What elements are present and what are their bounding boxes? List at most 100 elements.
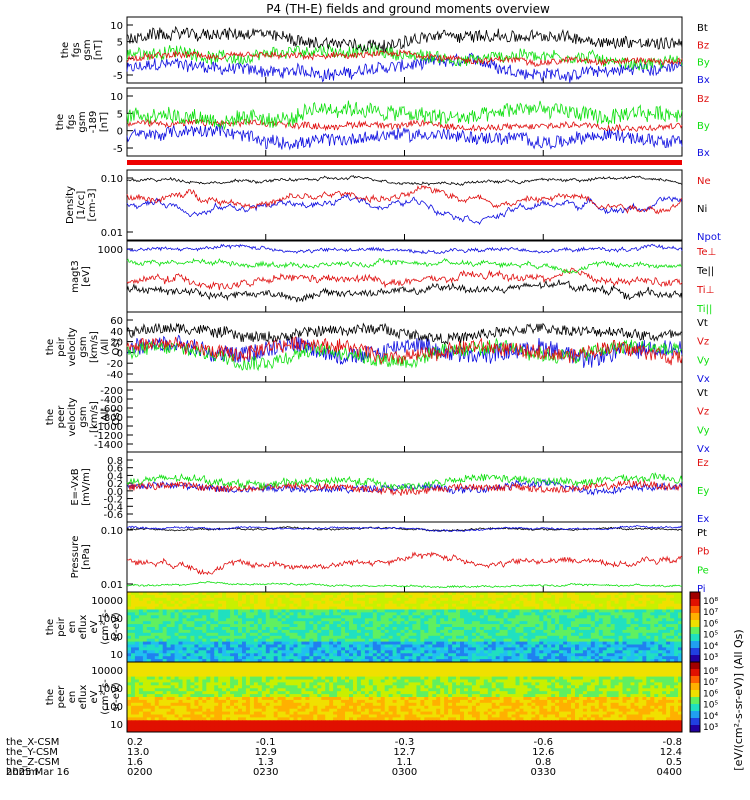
heatmap-cell [416,635,421,640]
heatmap-cell [273,638,279,643]
heatmap-cell [127,664,132,669]
heatmap-cell [214,685,219,689]
heatmap-cell [249,592,255,596]
heatmap-cell [396,641,402,645]
heatmap-cell [650,597,655,602]
heatmap-cell [329,664,334,669]
heatmap-cell [360,650,366,654]
heatmap-cell [471,679,477,683]
heatmap-cell [555,647,560,651]
heatmap-cell [444,676,449,680]
heatmap-cell [678,615,683,619]
heatmap-cell [293,673,298,678]
heatmap-cell [337,615,342,619]
heatmap-cell [448,594,453,599]
heatmap-cell [416,685,421,689]
heatmap-cell [547,632,552,637]
heatmap-cell [190,673,195,678]
heatmap-cell [678,659,683,663]
heatmap-cell [519,600,524,605]
heatmap-cell [134,592,140,596]
heatmap-cell [452,676,457,680]
heatmap-cell [499,606,505,610]
heatmap-cell [559,592,564,596]
heatmap-cell [127,656,132,660]
heatmap-cell [432,638,437,643]
heatmap-cell [448,679,453,683]
heatmap-cell [618,627,624,631]
heatmap-cell [170,624,176,628]
heatmap-cell [658,679,663,683]
heatmap-cell [297,679,302,683]
heatmap-cell [273,679,279,683]
heatmap-cell [226,592,231,596]
heatmap-cell [519,594,524,599]
heatmap-cell [345,609,350,613]
heatmap-cell [285,624,291,628]
legend-entry: Pe [697,565,709,576]
heatmap-cell [337,603,342,608]
heatmap-cell [499,667,505,672]
heatmap-cell [515,676,520,680]
heatmap-cell [448,609,453,613]
heatmap-cell [610,594,616,599]
heatmap-cell [400,644,405,648]
heatmap-cell [210,685,215,689]
heatmap-cell [483,685,489,689]
heatmap-cell [670,664,675,669]
heatmap-cell [222,606,227,610]
heatmap-cell [618,688,624,692]
heatmap-cell [293,615,298,619]
heatmap-cell [131,656,136,660]
heatmap-cell [202,592,207,596]
heatmap-cell [226,673,231,678]
heatmap-cell [440,659,445,663]
heatmap-cell [345,629,350,634]
heatmap-cell [285,673,291,678]
heatmap-cell [670,632,675,637]
heatmap-cell [598,629,604,634]
heatmap-cell [400,609,405,613]
heatmap-cell [670,618,675,622]
heatmap-cell [432,612,437,616]
heatmap-cell [345,618,350,622]
heatmap-cell [230,653,235,657]
heatmap-cell [333,594,338,599]
heatmap-cell [178,612,183,616]
heatmap-cell [582,685,588,689]
heatmap-cell [249,685,255,689]
heatmap-cell [392,603,398,608]
heatmap-cell [158,664,164,669]
heatmap-cell [162,664,168,669]
heatmap-cell [606,670,612,675]
heatmap-cell [261,606,267,610]
heatmap-cell [674,638,679,643]
heatmap-cell [134,603,140,608]
heatmap-cell [475,653,481,657]
heatmap-cell [432,688,437,692]
heatmap-cell [650,644,655,648]
heatmap-cell [321,679,326,683]
heatmap-cell [519,618,524,622]
heatmap-cell [586,650,592,654]
heatmap-cell [392,629,398,634]
heatmap-cell [194,673,199,678]
heatmap-cell [674,612,679,616]
heatmap-cell [273,629,279,634]
panel-4: magt3[eV]1000 Te⊥Te||Ti⊥Ti|| [70,240,716,315]
heatmap-cell [479,653,485,657]
heatmap-cell [582,621,588,625]
heatmap-cell [582,662,588,666]
heatmap-cell [170,597,176,602]
heatmap-cell [654,670,659,675]
heatmap-cell [535,635,540,640]
heatmap-cell [547,647,552,651]
heatmap-cell [178,621,183,625]
heatmap-cell [571,603,576,608]
heatmap-cell [360,653,366,657]
heatmap-cell [131,612,136,616]
heatmap-cell [210,673,215,678]
heatmap-cell [543,606,548,610]
heatmap-cell [606,632,612,637]
heatmap-cell [630,670,635,675]
